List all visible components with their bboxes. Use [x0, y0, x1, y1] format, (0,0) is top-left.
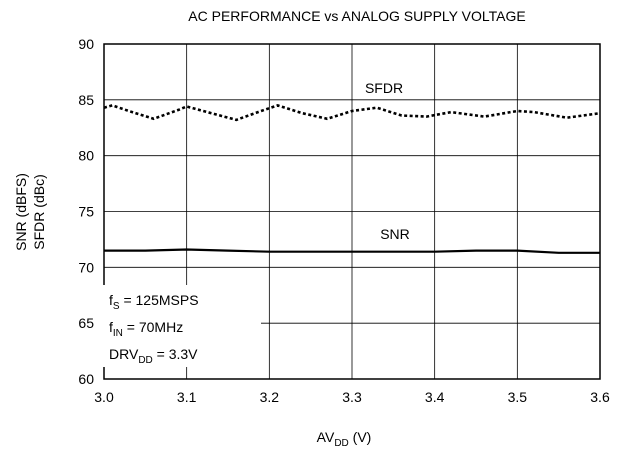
y-tick-label: 70 [78, 259, 94, 275]
y-tick-label: 60 [78, 371, 94, 387]
x-axis-label: AVDD (V) [317, 429, 372, 449]
series-label-snr: SNR [380, 226, 410, 242]
y-axis-label-line-1: SNR (dBFS) [13, 173, 29, 251]
chart-title: AC PERFORMANCE vs ANALOG SUPPLY VOLTAGE [188, 8, 525, 24]
x-tick-label: 3.6 [590, 389, 610, 405]
annotation-background [103, 285, 261, 367]
x-tick-label: 3.4 [425, 389, 445, 405]
series-label-sfdr: SFDR [365, 80, 403, 96]
y-tick-label: 90 [78, 36, 94, 52]
y-axis-label-line-2: SFDR (dBc) [31, 174, 47, 249]
x-tick-label: 3.5 [508, 389, 528, 405]
x-tick-label: 3.1 [177, 389, 197, 405]
y-tick-label: 80 [78, 148, 94, 164]
y-tick-label: 65 [78, 315, 94, 331]
series-line-sfdr [103, 104, 601, 122]
y-tick-label: 85 [78, 92, 94, 108]
annotation-fin: fIN = 70MHz [109, 319, 183, 339]
y-axis-label: SNR (dBFS) SFDR (dBc) [13, 173, 47, 251]
x-tick-labels: 3.0 3.1 3.2 3.3 3.4 3.5 3.6 [94, 389, 610, 405]
annotation-fs: fS = 125MSPS [109, 292, 199, 312]
plot-frame [103, 43, 601, 380]
series-layer [103, 104, 601, 254]
series-line-snr [104, 248, 600, 254]
annotation-box: fS = 125MSPS fIN = 70MHz DRVDD = 3.3V [103, 285, 261, 367]
x-tick-label: 3.0 [94, 389, 114, 405]
x-tick-label: 3.2 [260, 389, 280, 405]
annotation-drvdd: DRVDD = 3.3V [109, 346, 198, 366]
y-tick-labels: 60 65 70 75 80 85 90 [78, 36, 94, 387]
x-tick-label: 3.3 [342, 389, 362, 405]
y-tick-label: 75 [78, 204, 94, 220]
